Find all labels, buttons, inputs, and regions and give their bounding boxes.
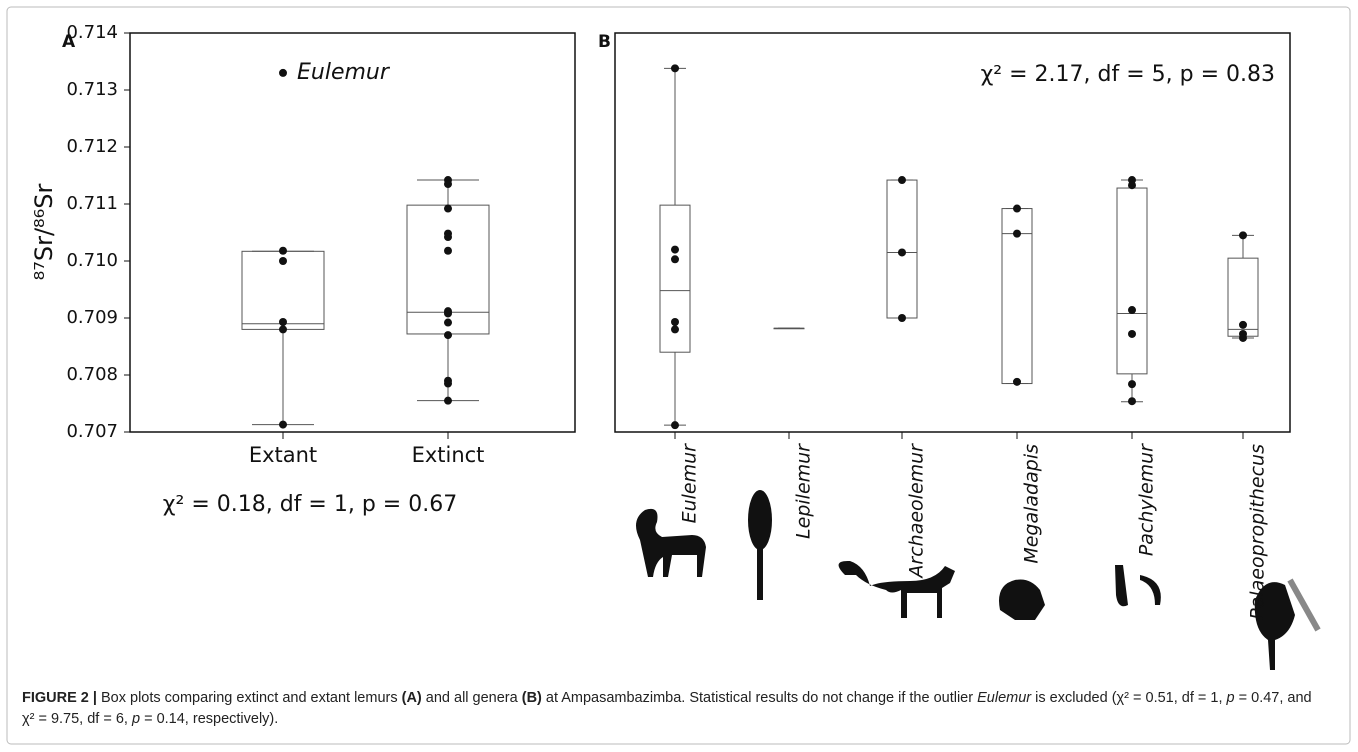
x-tick-label: Eulemur	[679, 443, 701, 524]
silhouette-lepilemur	[748, 490, 772, 550]
y-tick-label: 0.709	[66, 307, 118, 328]
data-point	[1128, 306, 1136, 314]
silhouette-megaladapis	[999, 579, 1045, 620]
y-tick-label: 0.707	[66, 421, 118, 442]
data-point	[279, 421, 287, 429]
y-tick-label: 0.711	[66, 193, 118, 214]
data-point	[1013, 205, 1021, 213]
x-tick-label: Lepilemur	[793, 443, 815, 539]
silhouette-archaeolemur	[839, 561, 955, 618]
data-point	[444, 380, 452, 388]
data-point	[1239, 334, 1247, 342]
data-point	[671, 246, 679, 254]
data-point	[444, 205, 452, 213]
data-point	[444, 233, 452, 241]
silhouette-branch	[1290, 580, 1318, 630]
silhouette-lepilemur-tail	[757, 545, 763, 600]
data-point	[1128, 181, 1136, 189]
outlier	[279, 69, 287, 77]
data-point	[279, 247, 287, 255]
y-tick-label: 0.713	[66, 79, 118, 100]
panel-letter: B	[598, 32, 611, 52]
caption-text: p	[132, 711, 140, 727]
y-tick-label: 0.712	[66, 136, 118, 157]
data-point	[1128, 397, 1136, 405]
data-point	[444, 180, 452, 188]
data-point	[671, 255, 679, 263]
data-point	[671, 421, 679, 429]
data-point	[444, 397, 452, 405]
data-point	[279, 325, 287, 333]
data-point	[898, 248, 906, 256]
caption-text: = 0.14, respectively).	[140, 711, 278, 727]
data-point	[444, 247, 452, 255]
data-point	[671, 64, 679, 72]
data-point	[279, 257, 287, 265]
y-tick-label: 0.710	[66, 250, 118, 271]
stats: χ² = 0.18, df = 1, p = 0.67	[163, 492, 457, 517]
y-tick-label: 0.714	[66, 22, 118, 43]
caption-text: (A)	[402, 690, 422, 706]
figure: A0.7070.7080.7090.7100.7110.7120.7130.71…	[0, 0, 1358, 752]
caption-text: and all genera	[422, 690, 522, 706]
data-point	[671, 325, 679, 333]
x-tick-label: Megaladapis	[1021, 444, 1043, 564]
data-point	[898, 314, 906, 322]
x-tick-label: Archaeolemur	[906, 443, 928, 580]
data-point	[444, 319, 452, 327]
data-point	[444, 309, 452, 317]
data-point	[898, 176, 906, 184]
x-tick-label: Pachylemur	[1136, 443, 1158, 556]
data-point	[444, 331, 452, 339]
silhouettes	[636, 490, 1318, 670]
stats: χ² = 2.17, df = 5, p = 0.83	[981, 62, 1275, 87]
caption-text: (B)	[522, 690, 542, 706]
caption-text: is excluded (χ² = 0.51, df = 1,	[1031, 690, 1226, 706]
data-point	[671, 318, 679, 326]
caption-text: Box plots comparing extinct and extant l…	[97, 690, 402, 706]
caption-text: p	[1227, 690, 1235, 706]
data-point	[279, 318, 287, 326]
figure-frame	[7, 7, 1350, 744]
caption-text: Eulemur	[977, 690, 1031, 706]
data-point	[1013, 378, 1021, 386]
plot-frame	[615, 33, 1290, 432]
y-axis-label: ⁸⁷Sr/⁸⁶Sr	[30, 183, 58, 280]
data-point	[1239, 231, 1247, 239]
x-tick-label: Extant	[249, 443, 317, 467]
box	[1117, 188, 1147, 374]
chart: A0.7070.7080.7090.7100.7110.7120.7130.71…	[0, 0, 1358, 752]
data-point	[1239, 321, 1247, 329]
y-tick-label: 0.708	[66, 364, 118, 385]
caption-label: FIGURE 2 |	[22, 690, 97, 706]
silhouette-pachylemur	[1115, 565, 1161, 606]
caption: FIGURE 2 | Box plots comparing extinct a…	[22, 688, 1312, 730]
x-tick-label: Extinct	[412, 443, 485, 467]
caption-text: at Ampasambazimba. Statistical results d…	[542, 690, 977, 706]
outlier-label: Eulemur	[297, 60, 391, 85]
data-point	[1013, 230, 1021, 238]
data-point	[1128, 380, 1136, 388]
data-point	[1128, 330, 1136, 338]
plot-frame	[130, 33, 575, 432]
x-tick-label: Palaeopropithecus	[1247, 444, 1269, 620]
